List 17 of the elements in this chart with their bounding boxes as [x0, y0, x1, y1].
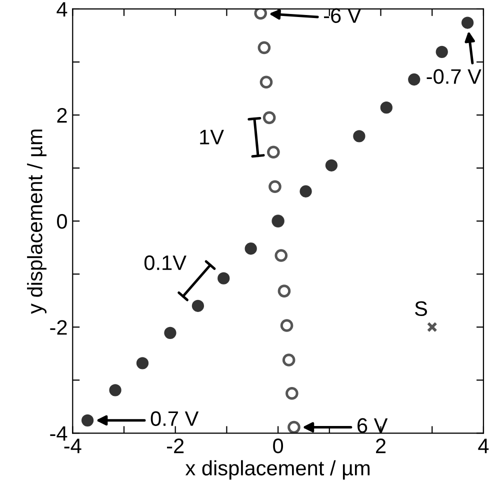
annotation: -0.7 V — [426, 69, 482, 84]
y-tick-label: 0 — [57, 214, 67, 229]
x-tick-label: -2 — [167, 438, 184, 454]
annotation: S — [415, 301, 427, 316]
y-tick-label: -4 — [50, 426, 68, 441]
y-tick-label: -2 — [50, 320, 67, 335]
x-tick-label: 2 — [376, 438, 386, 454]
x-axis-title: x displacement / µm — [185, 460, 370, 480]
annotation: 0.1V — [144, 255, 186, 270]
x-tick-label: 4 — [478, 438, 489, 454]
annotation: 0.7 V — [150, 411, 199, 426]
y-axis-title: y displacement / µm — [27, 130, 46, 314]
annotation: 6 V — [358, 418, 388, 433]
x-tick-label: 0 — [273, 438, 284, 454]
annotation: 1V — [200, 130, 224, 144]
y-tick-label: 2 — [57, 108, 67, 123]
y-tick-label: 4 — [56, 2, 68, 17]
